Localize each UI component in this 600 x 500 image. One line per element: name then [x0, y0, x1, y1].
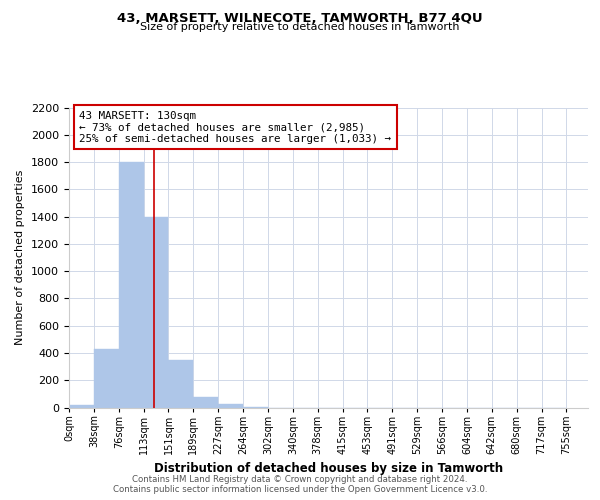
Text: 43 MARSETT: 130sqm
← 73% of detached houses are smaller (2,985)
25% of semi-deta: 43 MARSETT: 130sqm ← 73% of detached hou…	[79, 110, 391, 144]
Text: Contains HM Land Registry data © Crown copyright and database right 2024.: Contains HM Land Registry data © Crown c…	[132, 475, 468, 484]
Bar	[69, 405, 94, 407]
Bar	[143, 216, 169, 408]
Text: Size of property relative to detached houses in Tamworth: Size of property relative to detached ho…	[140, 22, 460, 32]
Bar	[169, 360, 193, 408]
Bar	[193, 396, 218, 407]
Bar	[218, 404, 243, 407]
Y-axis label: Number of detached properties: Number of detached properties	[16, 170, 25, 345]
Bar	[94, 349, 119, 408]
Bar	[243, 407, 268, 408]
Text: 43, MARSETT, WILNECOTE, TAMWORTH, B77 4QU: 43, MARSETT, WILNECOTE, TAMWORTH, B77 4Q…	[117, 12, 483, 26]
Bar	[119, 162, 143, 408]
Text: Contains public sector information licensed under the Open Government Licence v3: Contains public sector information licen…	[113, 485, 487, 494]
X-axis label: Distribution of detached houses by size in Tamworth: Distribution of detached houses by size …	[154, 462, 503, 475]
